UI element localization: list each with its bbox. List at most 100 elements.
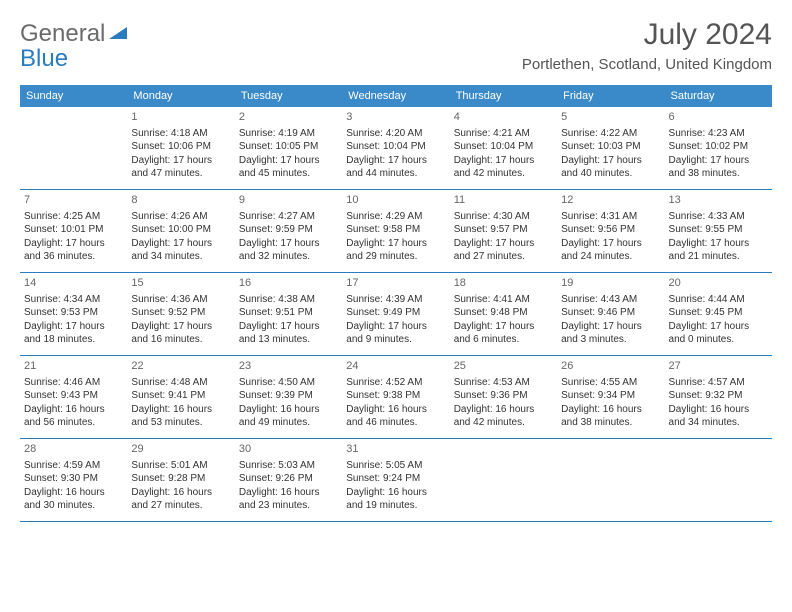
sunrise-text: Sunrise: 4:27 AM [239, 210, 338, 224]
day-number: 28 [24, 442, 123, 457]
day-number: 3 [346, 110, 445, 125]
sunrise-text: Sunrise: 4:29 AM [346, 210, 445, 224]
sunrise-text: Sunrise: 4:38 AM [239, 293, 338, 307]
sunrise-text: Sunrise: 4:46 AM [24, 376, 123, 390]
sunrise-text: Sunrise: 4:33 AM [669, 210, 768, 224]
day-number: 23 [239, 359, 338, 374]
sunrise-text: Sunrise: 4:59 AM [24, 459, 123, 473]
day-number: 20 [669, 276, 768, 291]
sunset-text: Sunset: 10:04 PM [346, 140, 445, 154]
day-number: 12 [561, 193, 660, 208]
day-cell: 15Sunrise: 4:36 AMSunset: 9:52 PMDayligh… [127, 273, 234, 355]
sunset-text: Sunset: 9:34 PM [561, 389, 660, 403]
logo-text-blue: Blue [20, 45, 772, 73]
sunrise-text: Sunrise: 4:31 AM [561, 210, 660, 224]
daylight-text: Daylight: 16 hours and 46 minutes. [346, 403, 445, 430]
day-number: 31 [346, 442, 445, 457]
day-number: 8 [131, 193, 230, 208]
daylight-text: Daylight: 17 hours and 16 minutes. [131, 320, 230, 347]
daylight-text: Daylight: 17 hours and 40 minutes. [561, 154, 660, 181]
day-cell: 11Sunrise: 4:30 AMSunset: 9:57 PMDayligh… [450, 190, 557, 272]
day-cell: 27Sunrise: 4:57 AMSunset: 9:32 PMDayligh… [665, 356, 772, 438]
daylight-text: Daylight: 16 hours and 56 minutes. [24, 403, 123, 430]
week-row: 1Sunrise: 4:18 AMSunset: 10:06 PMDayligh… [20, 107, 772, 190]
day-number: 29 [131, 442, 230, 457]
day-cell: 19Sunrise: 4:43 AMSunset: 9:46 PMDayligh… [557, 273, 664, 355]
day-number: 26 [561, 359, 660, 374]
sunrise-text: Sunrise: 4:48 AM [131, 376, 230, 390]
daylight-text: Daylight: 17 hours and 47 minutes. [131, 154, 230, 181]
sunrise-text: Sunrise: 5:03 AM [239, 459, 338, 473]
empty-cell [20, 107, 127, 189]
sunrise-text: Sunrise: 4:52 AM [346, 376, 445, 390]
weekday-wednesday: Wednesday [342, 85, 449, 107]
day-number: 17 [346, 276, 445, 291]
daylight-text: Daylight: 17 hours and 29 minutes. [346, 237, 445, 264]
day-cell: 16Sunrise: 4:38 AMSunset: 9:51 PMDayligh… [235, 273, 342, 355]
day-number: 4 [454, 110, 553, 125]
day-cell: 18Sunrise: 4:41 AMSunset: 9:48 PMDayligh… [450, 273, 557, 355]
sunset-text: Sunset: 9:32 PM [669, 389, 768, 403]
sunset-text: Sunset: 9:52 PM [131, 306, 230, 320]
sunset-text: Sunset: 10:00 PM [131, 223, 230, 237]
sunset-text: Sunset: 10:04 PM [454, 140, 553, 154]
sunset-text: Sunset: 10:05 PM [239, 140, 338, 154]
day-number: 7 [24, 193, 123, 208]
day-cell: 1Sunrise: 4:18 AMSunset: 10:06 PMDayligh… [127, 107, 234, 189]
logo-text-general: General [20, 20, 105, 48]
day-cell: 29Sunrise: 5:01 AMSunset: 9:28 PMDayligh… [127, 439, 234, 521]
daylight-text: Daylight: 17 hours and 27 minutes. [454, 237, 553, 264]
sunset-text: Sunset: 10:03 PM [561, 140, 660, 154]
sunset-text: Sunset: 9:30 PM [24, 472, 123, 486]
empty-cell [557, 439, 664, 521]
daylight-text: Daylight: 17 hours and 32 minutes. [239, 237, 338, 264]
sunrise-text: Sunrise: 4:44 AM [669, 293, 768, 307]
daylight-text: Daylight: 16 hours and 19 minutes. [346, 486, 445, 513]
day-cell: 5Sunrise: 4:22 AMSunset: 10:03 PMDayligh… [557, 107, 664, 189]
daylight-text: Daylight: 16 hours and 38 minutes. [561, 403, 660, 430]
day-cell: 12Sunrise: 4:31 AMSunset: 9:56 PMDayligh… [557, 190, 664, 272]
sunrise-text: Sunrise: 4:23 AM [669, 127, 768, 141]
daylight-text: Daylight: 17 hours and 6 minutes. [454, 320, 553, 347]
day-cell: 25Sunrise: 4:53 AMSunset: 9:36 PMDayligh… [450, 356, 557, 438]
day-cell: 31 Sunrise: 5:05 AMSunset: 9:24 PMDayligh… [342, 439, 449, 521]
day-cell: 8Sunrise: 4:26 AMSunset: 10:00 PMDayligh… [127, 190, 234, 272]
sunrise-text: Sunrise: 4:53 AM [454, 376, 553, 390]
sunset-text: Sunset: 10:02 PM [669, 140, 768, 154]
day-cell: 30Sunrise: 5:03 AMSunset: 9:26 PMDayligh… [235, 439, 342, 521]
day-number: 27 [669, 359, 768, 374]
daylight-text: Daylight: 17 hours and 24 minutes. [561, 237, 660, 264]
week-row: 21Sunrise: 4:46 AMSunset: 9:43 PMDayligh… [20, 356, 772, 439]
day-cell: 9Sunrise: 4:27 AMSunset: 9:59 PMDaylight… [235, 190, 342, 272]
sunrise-text: Sunrise: 5:05 AM [346, 459, 445, 473]
daylight-text: Daylight: 17 hours and 42 minutes. [454, 154, 553, 181]
day-cell: 7Sunrise: 4:25 AMSunset: 10:01 PMDayligh… [20, 190, 127, 272]
weekday-sunday: Sunday [20, 85, 127, 107]
sunset-text: Sunset: 9:43 PM [24, 389, 123, 403]
daylight-text: Daylight: 17 hours and 34 minutes. [131, 237, 230, 264]
day-cell: 23Sunrise: 4:50 AMSunset: 9:39 PMDayligh… [235, 356, 342, 438]
sunset-text: Sunset: 10:01 PM [24, 223, 123, 237]
sunrise-text: Sunrise: 4:19 AM [239, 127, 338, 141]
sunset-text: Sunset: 9:41 PM [131, 389, 230, 403]
week-row: 14Sunrise: 4:34 AMSunset: 9:53 PMDayligh… [20, 273, 772, 356]
day-cell: 24Sunrise: 4:52 AMSunset: 9:38 PMDayligh… [342, 356, 449, 438]
sunset-text: Sunset: 9:51 PM [239, 306, 338, 320]
day-number: 16 [239, 276, 338, 291]
day-number: 21 [24, 359, 123, 374]
sunset-text: Sunset: 9:49 PM [346, 306, 445, 320]
day-number: 22 [131, 359, 230, 374]
sunset-text: Sunset: 9:28 PM [131, 472, 230, 486]
daylight-text: Daylight: 17 hours and 44 minutes. [346, 154, 445, 181]
sunset-text: Sunset: 9:36 PM [454, 389, 553, 403]
daylight-text: Daylight: 16 hours and 53 minutes. [131, 403, 230, 430]
sunset-text: Sunset: 9:58 PM [346, 223, 445, 237]
sunset-text: Sunset: 10:06 PM [131, 140, 230, 154]
day-number: 2 [239, 110, 338, 125]
calendar: SundayMondayTuesdayWednesdayThursdayFrid… [20, 85, 772, 522]
sunrise-text: Sunrise: 4:36 AM [131, 293, 230, 307]
day-number: 9 [239, 193, 338, 208]
daylight-text: Daylight: 16 hours and 42 minutes. [454, 403, 553, 430]
sunset-text: Sunset: 9:24 PM [346, 472, 445, 486]
day-cell: 21 Sunrise: 4:46 AMSunset: 9:43 PMDayligh… [20, 356, 127, 438]
